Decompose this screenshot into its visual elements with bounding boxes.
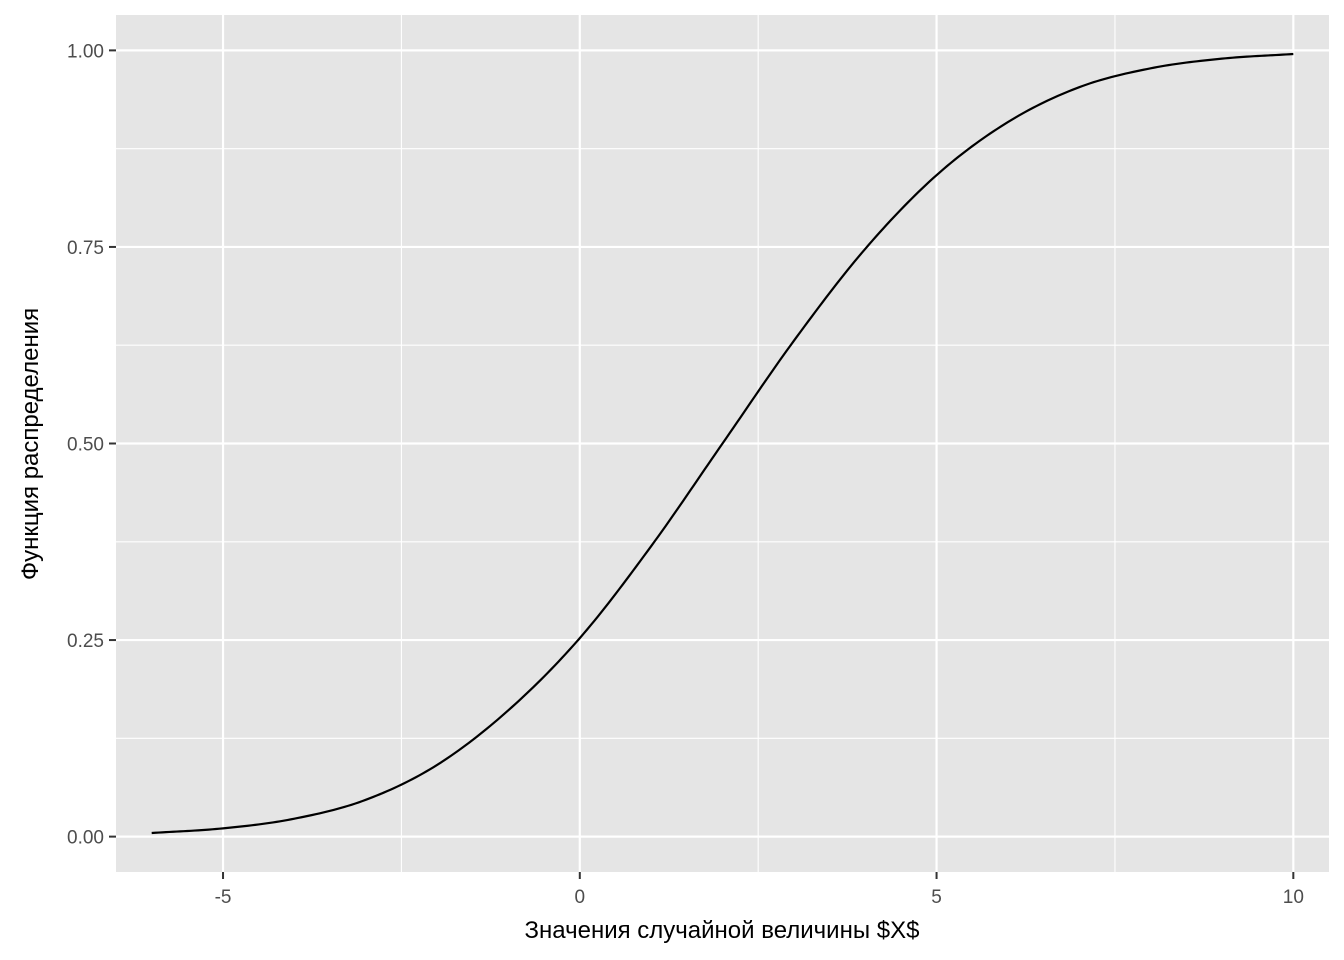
y-axis: 0.00 0.25 0.50 0.75 1.00: [67, 41, 116, 849]
series-line: [151, 52, 1294, 835]
x-tick-label: 5: [931, 887, 942, 908]
x-tick-label: -5: [215, 887, 232, 908]
y-tick-label: 0.75: [67, 238, 104, 259]
series-layer: [151, 52, 1294, 835]
y-tick-label: 0.50: [67, 435, 104, 456]
y-tick-label: 0.00: [67, 828, 104, 849]
x-tick-label: 10: [1283, 887, 1304, 908]
x-axis-title: Значения случайной величины $X$: [525, 917, 920, 944]
y-tick-label: 0.25: [67, 631, 104, 652]
y-tick-label: 1.00: [67, 41, 104, 62]
x-axis: -5 0 5 10: [215, 872, 1304, 908]
x-tick-label: 0: [575, 887, 586, 908]
y-axis-title: Функция распределения: [17, 308, 44, 580]
